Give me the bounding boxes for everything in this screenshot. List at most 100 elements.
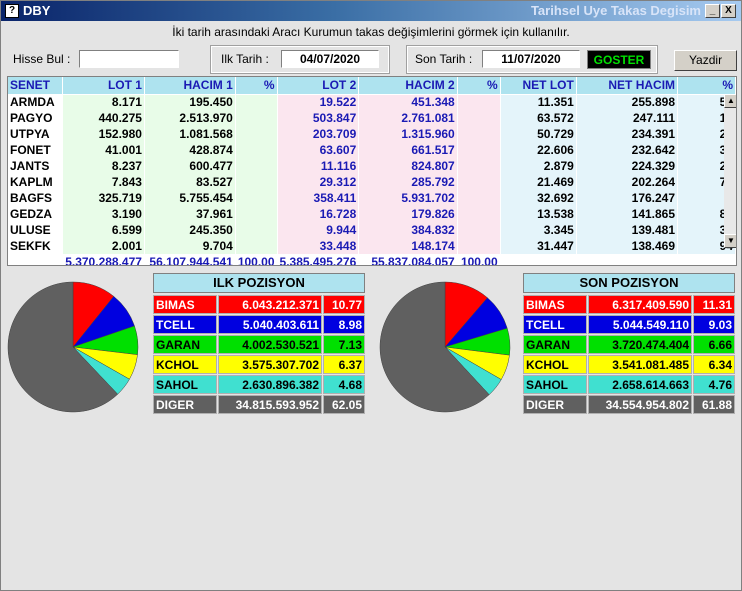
- table-cell: [235, 222, 278, 238]
- table-cell: 1.315.960: [358, 126, 458, 142]
- table-cell: 73: [677, 174, 736, 190]
- position-row-diger: DIGER 34.554.954.802 61.88: [523, 395, 735, 414]
- stock-name: SAHOL: [153, 375, 217, 394]
- table-cell: [457, 238, 501, 254]
- position-value: 5.040.403.611: [218, 315, 322, 334]
- column-header[interactable]: SENET: [8, 77, 64, 95]
- table-cell: 148.174: [358, 238, 458, 254]
- table-cell: 245.350: [144, 222, 236, 238]
- takas-table[interactable]: SENET LOT 1 HACIM 1% LOT 2 HACIM 2% NET LOT NE…: [7, 76, 737, 266]
- table-cell: 31.447: [500, 238, 577, 254]
- table-cell: 203.709: [277, 126, 360, 142]
- table-cell: 94: [677, 238, 736, 254]
- stock-name: DIGER: [153, 395, 217, 414]
- position-row-sahol: SAHOL 2.630.896.382 4.68: [153, 375, 365, 394]
- position-percent: 9.03: [693, 315, 735, 334]
- position-percent: 8.98: [323, 315, 365, 334]
- column-header[interactable]: HACIM 2: [358, 77, 458, 95]
- table-cell: 21.469: [500, 174, 577, 190]
- stock-name: BIMAS: [523, 295, 587, 314]
- table-scrollbar[interactable]: ▲ ▼: [724, 94, 736, 248]
- son-tarih-field[interactable]: 11/07/2020: [482, 50, 580, 68]
- table-cell: [457, 206, 501, 222]
- table-cell: 179.826: [358, 206, 458, 222]
- table-cell: 234.391: [576, 126, 679, 142]
- position-percent: 11.31: [693, 295, 735, 314]
- position-row-bimas: BIMAS 6.317.409.590 11.31: [523, 295, 735, 314]
- column-header[interactable]: LOT 2: [277, 77, 360, 95]
- position-value: 2.630.896.382: [218, 375, 322, 394]
- table-cell: 83.527: [144, 174, 236, 190]
- position-value: 3.575.307.702: [218, 355, 322, 374]
- table-row[interactable]: KAPLM 7.843 83.527 29.312 285.792 21.469 202.2…: [8, 174, 736, 190]
- minimize-button[interactable]: _: [705, 4, 720, 18]
- table-cell: 33: [677, 222, 736, 238]
- stock-name: TCELL: [523, 315, 587, 334]
- position-value: 4.002.530.521: [218, 335, 322, 354]
- ilk-tarih-field[interactable]: 04/07/2020: [281, 50, 379, 68]
- scroll-up-arrow[interactable]: ▲: [724, 94, 736, 108]
- stock-name: GARAN: [523, 335, 587, 354]
- hisse-search-input[interactable]: [79, 50, 179, 68]
- table-cell: 29.312: [277, 174, 360, 190]
- table-cell: 2.001: [62, 238, 145, 254]
- goster-button[interactable]: GOSTER: [587, 50, 651, 69]
- table-cell: 824.807: [358, 158, 458, 174]
- position-percent: 10.77: [323, 295, 365, 314]
- total-cell: [576, 254, 679, 265]
- column-header[interactable]: %: [677, 77, 736, 95]
- total-cell: 100,00: [235, 254, 278, 265]
- column-header[interactable]: NET LOT: [500, 77, 577, 95]
- pie-slice-diger: [379, 281, 490, 413]
- position-row-kchol: KCHOL 3.541.081.485 6.34: [523, 355, 735, 374]
- position-row-kchol: KCHOL 3.575.307.702 6.37: [153, 355, 365, 374]
- ilk-tarih-group: [210, 45, 390, 74]
- table-cell: 176.247: [576, 190, 679, 206]
- column-header[interactable]: %: [235, 77, 278, 95]
- position-row-garan: GARAN 3.720.474.404 6.66: [523, 335, 735, 354]
- table-row[interactable]: UTPYA 152.980 1.081.568 203.709 1.315.960 50.…: [8, 126, 736, 142]
- table-cell: SEKFK: [8, 238, 64, 254]
- table-row[interactable]: FONET 41.001 428.874 63.607 661.517 22.606 232…: [8, 142, 736, 158]
- table-cell: 661.517: [358, 142, 458, 158]
- column-header[interactable]: NET HACIM: [576, 77, 679, 95]
- table-cell: [457, 126, 501, 142]
- stock-name: KCHOL: [523, 355, 587, 374]
- scroll-down-arrow[interactable]: ▼: [724, 234, 736, 248]
- total-cell: [677, 254, 736, 265]
- son-tarih-label: Son Tarih :: [415, 52, 473, 66]
- table-row[interactable]: PAGYO 440.275 2.513.970 503.847 2.761.081 63.…: [8, 110, 736, 126]
- table-cell: 3.190: [62, 206, 145, 222]
- position-value: 3.541.081.485: [588, 355, 692, 374]
- close-button[interactable]: X: [721, 4, 736, 18]
- column-header[interactable]: %: [457, 77, 501, 95]
- ilk-pozisyon-pie-chart: [7, 281, 139, 413]
- table-row[interactable]: GEDZA 3.190 37.961 16.728 179.826 13.538 141.8…: [8, 206, 736, 222]
- column-header[interactable]: HACIM 1: [144, 77, 236, 95]
- table-row[interactable]: BAGFS 325.719 5.755.454 358.411 5.931.702 32.…: [8, 190, 736, 206]
- position-value: 6.043.212.371: [218, 295, 322, 314]
- table-cell: 3.345: [500, 222, 577, 238]
- table-row[interactable]: JANTS 8.237 600.477 11.116 824.807 2.879 224.3…: [8, 158, 736, 174]
- table-cell: 247.111: [576, 110, 679, 126]
- table-cell: [235, 94, 278, 110]
- son-tarih-group: [406, 45, 658, 74]
- column-header[interactable]: LOT 1: [62, 77, 145, 95]
- yazdir-button[interactable]: Yazdir: [674, 50, 737, 71]
- table-cell: 37.961: [144, 206, 236, 222]
- position-row-tcell: TCELL 5.044.549.110 9.03: [523, 315, 735, 334]
- table-row[interactable]: ARMDA 8.171 195.450 19.522 451.348 11.351 255.…: [8, 94, 736, 110]
- table-cell: 5.755.454: [144, 190, 236, 206]
- stock-name: SAHOL: [523, 375, 587, 394]
- table-row[interactable]: SEKFK 2.001 9.704 33.448 148.174 31.447 138.46…: [8, 238, 736, 254]
- app-icon[interactable]: ?: [5, 4, 19, 18]
- table-cell: [235, 142, 278, 158]
- table-row[interactable]: ULUSE 6.599 245.350 9.944 384.832 3.345 139.48…: [8, 222, 736, 238]
- position-value: 6.317.409.590: [588, 295, 692, 314]
- table-cell: [457, 174, 501, 190]
- table-cell: 33.448: [277, 238, 360, 254]
- table-cell: [457, 158, 501, 174]
- table-cell: 9.704: [144, 238, 236, 254]
- title-bar[interactable]: ? DBY Tarihsel Uye Takas Degisim _ X: [1, 1, 741, 21]
